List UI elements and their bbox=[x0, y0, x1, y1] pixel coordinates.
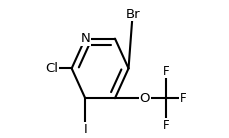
Text: O: O bbox=[139, 92, 149, 105]
Text: F: F bbox=[162, 119, 169, 132]
Text: Br: Br bbox=[125, 8, 139, 21]
Text: I: I bbox=[83, 123, 87, 136]
Text: N: N bbox=[80, 32, 90, 45]
Text: F: F bbox=[162, 65, 169, 78]
Text: F: F bbox=[179, 92, 185, 105]
Text: Cl: Cl bbox=[45, 62, 58, 75]
